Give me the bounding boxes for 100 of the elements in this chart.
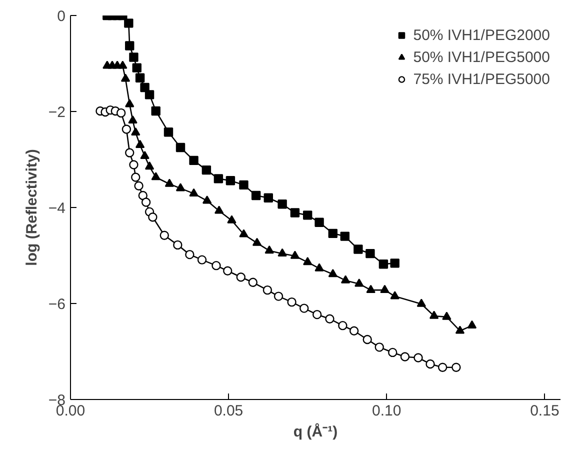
point	[120, 74, 130, 82]
point	[144, 161, 154, 170]
point	[414, 353, 423, 362]
point	[125, 99, 134, 108]
point	[452, 362, 461, 372]
point	[131, 172, 140, 182]
point	[176, 142, 186, 152]
point	[144, 90, 154, 100]
point	[202, 196, 212, 204]
point	[290, 250, 300, 259]
point	[176, 183, 186, 192]
point	[173, 240, 182, 250]
legend-label: 50% IVH1/PEG2000	[413, 26, 550, 44]
point	[125, 41, 134, 50]
x-tick-label: 0.05	[214, 402, 244, 420]
y-tick-label: −4	[48, 200, 66, 217]
point	[151, 106, 160, 116]
point	[129, 160, 138, 170]
point	[223, 266, 232, 276]
point	[140, 150, 150, 160]
point	[340, 232, 350, 241]
point	[140, 82, 150, 92]
point	[164, 178, 174, 187]
point	[226, 176, 236, 186]
point	[134, 181, 144, 190]
y-tick-label: −2	[48, 104, 66, 121]
y-axis-title: log (Reflectivity)	[23, 149, 40, 266]
point	[197, 255, 207, 264]
point	[116, 108, 126, 118]
point	[400, 352, 410, 362]
point	[374, 342, 384, 352]
point	[189, 156, 198, 166]
point	[214, 206, 224, 214]
point	[189, 188, 198, 196]
x-tick-label: 0.10	[372, 402, 402, 420]
point	[212, 260, 221, 270]
point	[124, 18, 134, 28]
point	[138, 190, 148, 200]
point	[148, 212, 158, 222]
point	[132, 63, 142, 72]
point	[122, 124, 132, 134]
point	[287, 297, 296, 307]
point	[290, 208, 300, 218]
legend-label: 50% IVH1/PEG5000	[413, 48, 550, 66]
point	[214, 174, 224, 184]
point	[314, 263, 324, 272]
point	[236, 272, 246, 282]
point	[312, 310, 322, 320]
point	[135, 73, 145, 82]
point	[135, 140, 145, 148]
point	[362, 334, 372, 344]
point	[366, 284, 376, 293]
point	[455, 326, 465, 334]
x-axis-title: q (Å⁻¹)	[293, 422, 338, 440]
point	[125, 148, 134, 158]
y-tick-label: 0	[57, 8, 66, 25]
point	[390, 258, 400, 268]
point	[328, 269, 338, 278]
point	[354, 244, 363, 254]
point	[239, 229, 248, 238]
point	[251, 190, 261, 200]
legend-label: 75% IVH1/PEG5000	[413, 70, 550, 88]
point	[438, 362, 448, 372]
x-tick-label: 0.15	[530, 402, 560, 420]
point	[366, 248, 375, 258]
point	[248, 278, 258, 287]
point	[338, 320, 348, 330]
point	[141, 198, 151, 207]
point	[202, 165, 212, 175]
point	[302, 257, 312, 266]
point	[442, 312, 452, 320]
point	[252, 238, 262, 246]
point	[264, 245, 274, 254]
point	[380, 284, 390, 293]
point	[390, 291, 400, 300]
point	[129, 52, 138, 62]
point	[131, 127, 140, 136]
point	[467, 320, 477, 328]
point	[340, 275, 350, 284]
point	[185, 250, 194, 260]
point	[429, 310, 439, 319]
point	[328, 228, 338, 238]
point	[388, 348, 398, 358]
point	[227, 215, 236, 224]
point	[128, 115, 138, 124]
point	[325, 314, 334, 324]
point	[378, 260, 388, 269]
point	[300, 304, 309, 313]
point	[160, 230, 169, 240]
point	[354, 278, 364, 287]
point	[164, 128, 174, 137]
point	[349, 326, 359, 336]
point	[264, 193, 273, 202]
point	[151, 172, 160, 180]
point	[278, 248, 287, 256]
point	[262, 285, 272, 295]
point	[239, 180, 248, 190]
point	[278, 200, 287, 209]
point	[118, 60, 128, 69]
point	[426, 359, 435, 369]
